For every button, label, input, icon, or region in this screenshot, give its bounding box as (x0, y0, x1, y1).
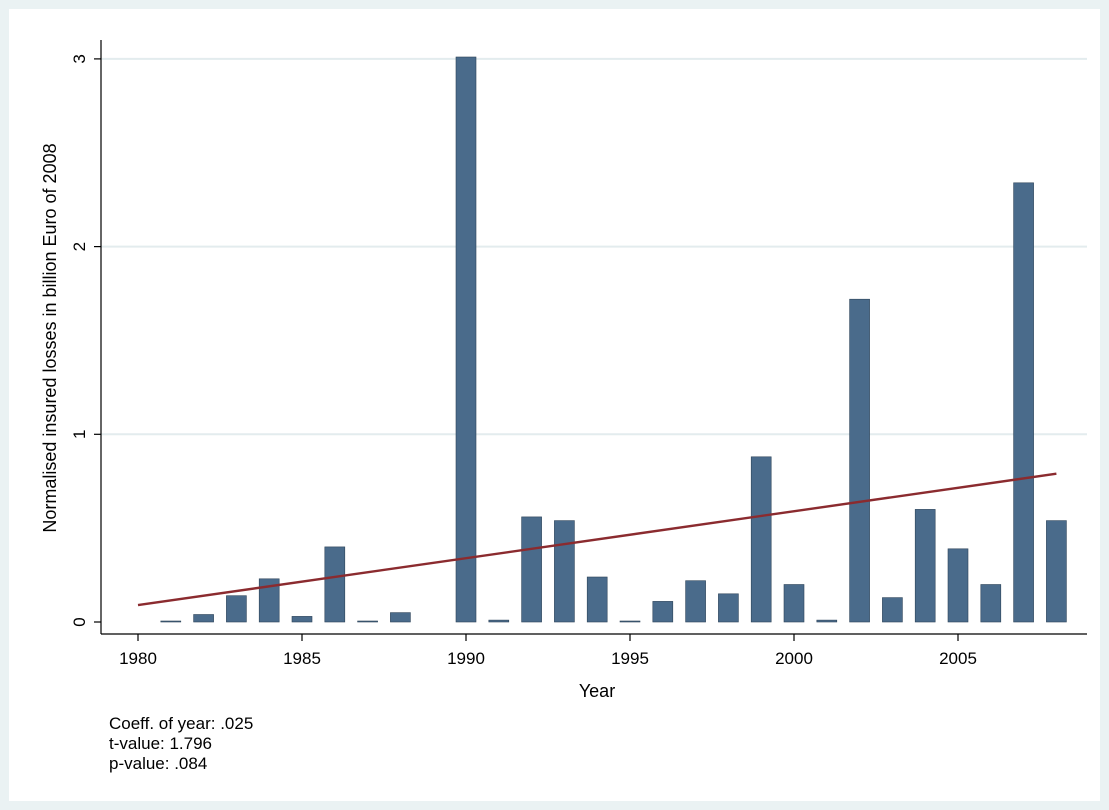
bar-1985 (291, 616, 313, 623)
bar-2007 (1013, 182, 1034, 623)
bar-1983 (226, 595, 247, 623)
plot-region (9, 9, 1100, 801)
y-tick-label-2: 2 (70, 242, 89, 251)
trend-line-group (137, 472, 1057, 607)
y-tick-label-1: 1 (70, 430, 89, 439)
bar-2005 (947, 548, 969, 623)
trend-line (137, 472, 1057, 607)
bar-1997 (685, 580, 706, 623)
x-tick-label-2005: 2005 (939, 649, 977, 668)
y-tick-label-3: 3 (70, 54, 89, 63)
bar-2003 (882, 597, 903, 623)
bar-1987 (357, 620, 378, 623)
x-tick-label-1985: 1985 (283, 649, 321, 668)
p-value-note: p-value: .084 (109, 754, 208, 773)
bar-1998 (718, 593, 739, 623)
bar-2002 (849, 298, 870, 623)
bar-2001 (816, 619, 838, 623)
x-tick-label-1990: 1990 (447, 649, 485, 668)
y-tick-label-0: 0 (70, 617, 89, 626)
bars (160, 56, 1067, 623)
bar-1999 (750, 456, 772, 623)
y-axis-label: Normalised insured losses in billion Eur… (40, 143, 60, 532)
bar-1984 (258, 578, 280, 623)
bar-1981 (160, 620, 182, 623)
axes: 0 1 2 3 1980 1985 1990 1995 2000 2005 (70, 40, 1087, 668)
bar-2008 (1046, 520, 1067, 623)
x-axis-label: Year (579, 681, 615, 701)
coefficient-note: Coeff. of year: .025 (109, 714, 254, 733)
bar-1995 (619, 620, 641, 623)
bar-1986 (324, 546, 346, 623)
x-tick-label-2000: 2000 (775, 649, 813, 668)
bar-1994 (586, 576, 608, 623)
bar-1991 (488, 619, 510, 623)
gridlines (101, 57, 1087, 436)
x-tick-label-1980: 1980 (119, 649, 157, 668)
bar-1992 (521, 516, 542, 623)
bar-1996 (652, 601, 674, 623)
bar-2006 (980, 584, 1002, 623)
bar-1993 (554, 520, 575, 623)
bar-1988 (390, 612, 411, 623)
x-tick-label-1995: 1995 (611, 649, 649, 668)
bar-1990 (455, 56, 477, 623)
bar-2000 (783, 584, 805, 623)
bar-2004 (914, 509, 936, 623)
t-value-note: t-value: 1.796 (109, 734, 213, 753)
bar-1982 (193, 614, 214, 623)
